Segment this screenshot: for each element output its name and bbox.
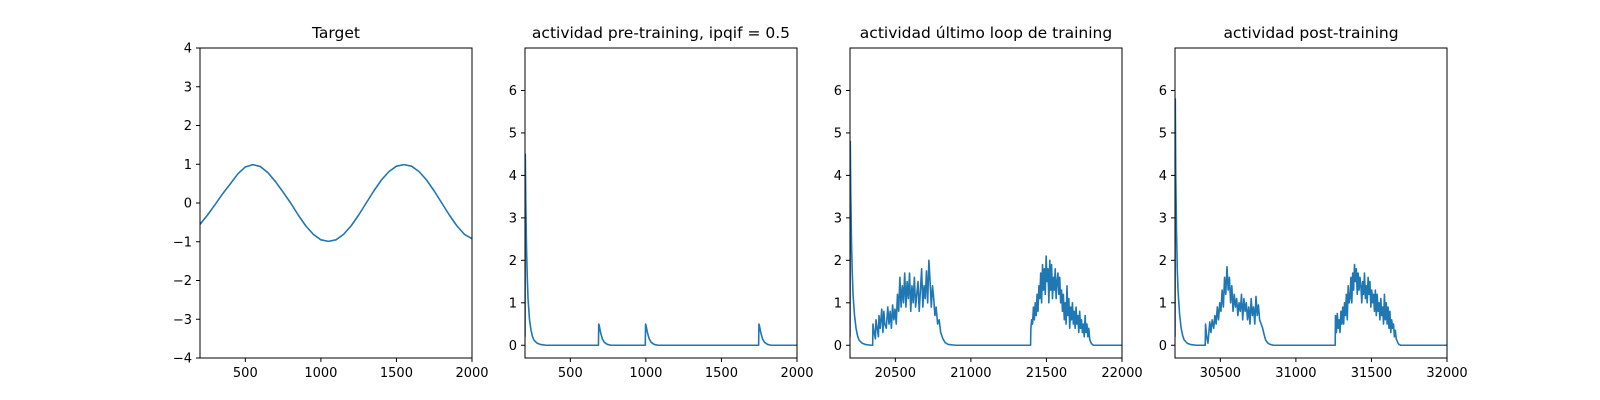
y-tick-label: −2 <box>173 274 192 289</box>
x-tick-label: 2000 <box>455 366 488 381</box>
axes-frame <box>849 47 1123 359</box>
axes-frame <box>524 47 798 359</box>
y-tick-label: −1 <box>173 235 192 250</box>
y-tick-label: 4 <box>509 169 517 184</box>
x-tick-label: 21000 <box>950 366 991 381</box>
y-tick-label: 0 <box>834 339 842 354</box>
x-tick-label: 500 <box>233 366 258 381</box>
series-line-actividad <box>850 140 1122 347</box>
y-tick-label: −3 <box>173 313 192 328</box>
y-tick-label: 5 <box>1159 126 1167 141</box>
subplot-title: actividad pre-training, ipqif = 0.5 <box>532 24 790 42</box>
x-tick-label: 30500 <box>1200 366 1241 381</box>
y-tick-label: 1 <box>1159 296 1167 311</box>
y-tick-label: 2 <box>184 119 192 134</box>
x-tick-label: 22000 <box>1101 366 1142 381</box>
x-tick-label: 1000 <box>304 366 337 381</box>
subplot-title: actividad último loop de training <box>860 24 1112 42</box>
subplot-post-training: actividad post-training 30500 31000 31500 3… <box>1159 24 1468 381</box>
y-tick-label: 2 <box>509 254 517 269</box>
y-tick-label: 0 <box>184 197 192 212</box>
y-tick-label: 0 <box>1159 339 1167 354</box>
x-tick-label: 31000 <box>1275 366 1316 381</box>
y-tick-label: 4 <box>184 42 192 57</box>
subplot-last-training-loop: actividad último loop de training 20500 2… <box>834 24 1143 381</box>
y-tick-label: 4 <box>834 169 842 184</box>
x-tick-label: 31500 <box>1351 366 1392 381</box>
x-tick-label: 1000 <box>629 366 662 381</box>
y-tick-label: 1 <box>834 296 842 311</box>
x-tick-label: 2000 <box>780 366 813 381</box>
y-tick-label: 3 <box>1159 211 1167 226</box>
y-tick-label: 2 <box>1159 254 1167 269</box>
y-tick-label: 6 <box>509 84 517 99</box>
subplot-target: Target 500 1000 1500 2000 −4 −3 −2 −1 0 1 2 3 4 <box>173 24 489 381</box>
y-tick-label: 0 <box>509 339 517 354</box>
x-tick-label: 1500 <box>380 366 413 381</box>
y-tick-label: 3 <box>184 80 192 95</box>
x-tick-label: 21500 <box>1026 366 1067 381</box>
subplot-pre-training: actividad pre-training, ipqif = 0.5 500 1… <box>509 24 814 381</box>
y-tick-label: 3 <box>834 211 842 226</box>
series-line-actividad <box>1175 98 1447 347</box>
y-tick-label: −4 <box>173 352 192 367</box>
y-tick-label: 3 <box>509 211 517 226</box>
x-tick-label: 32000 <box>1426 366 1467 381</box>
y-tick-label: 5 <box>509 126 517 141</box>
subplot-title: actividad post-training <box>1223 24 1398 42</box>
axes-frame <box>199 47 473 359</box>
y-tick-label: 1 <box>184 158 192 173</box>
x-tick-label: 20500 <box>875 366 916 381</box>
y-tick-label: 6 <box>1159 84 1167 99</box>
series-line-target <box>200 163 472 243</box>
y-tick-label: 2 <box>834 254 842 269</box>
y-tick-label: 5 <box>834 126 842 141</box>
subplot-title: Target <box>311 24 360 42</box>
y-tick-label: 4 <box>1159 169 1167 184</box>
x-tick-label: 1500 <box>705 366 738 381</box>
series-line-actividad <box>525 153 797 347</box>
x-tick-label: 500 <box>558 366 583 381</box>
y-tick-label: 1 <box>509 296 517 311</box>
y-tick-label: 6 <box>834 84 842 99</box>
axes-frame <box>1174 47 1448 359</box>
